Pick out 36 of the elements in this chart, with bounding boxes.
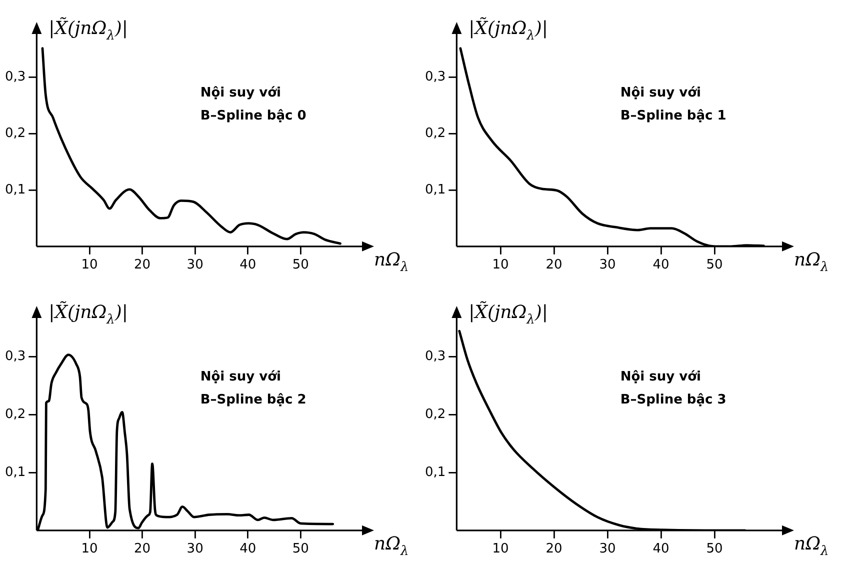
- x-tick-label: 30: [599, 258, 616, 273]
- y-tick-label: 0,1: [4, 182, 26, 198]
- x-tick-label: 10: [81, 258, 98, 273]
- y-tick-label: 0,1: [424, 464, 446, 480]
- x-tick-label: 30: [186, 542, 204, 557]
- x-tick-label: 30: [186, 258, 204, 273]
- x-tick-label: 50: [292, 258, 309, 273]
- x-tick-label: 20: [546, 258, 562, 273]
- y-tick-label: 0,2: [424, 406, 446, 422]
- x-tick-label: 40: [240, 258, 256, 273]
- annotation: Nội suy với B–Spline bậc 2: [200, 369, 306, 408]
- y-tick-label: 0,2: [4, 126, 26, 141]
- x-tick-label: 30: [599, 542, 616, 557]
- annotation: Nội suy với B–Spline bậc 0: [200, 85, 306, 124]
- x-tick-label: 10: [492, 258, 509, 273]
- y-tick-label: 0,3: [424, 348, 446, 364]
- x-tick-label: 10: [81, 542, 98, 557]
- y-tick-label: 0,1: [4, 464, 26, 480]
- y-tick-label: 0,1: [424, 182, 446, 198]
- y-tick-label: 0,3: [424, 70, 446, 85]
- y-tick-label: 0,3: [4, 70, 26, 85]
- x-tick-label: 20: [546, 542, 562, 557]
- x-tick-label: 40: [652, 258, 670, 273]
- y-tick-label: 0,2: [4, 406, 26, 422]
- x-tick-label: 20: [134, 258, 151, 273]
- y-tick-label: 0,3: [4, 348, 26, 364]
- x-tick-label: 10: [492, 542, 509, 557]
- annotation: Nội suy với B–Spline bậc 3: [620, 369, 726, 408]
- x-tick-label: 40: [652, 542, 670, 557]
- x-tick-label: 40: [240, 542, 256, 557]
- y-tick-label: 0,2: [424, 126, 446, 141]
- x-tick-label: 20: [134, 542, 151, 557]
- x-tick-label: 50: [706, 542, 723, 557]
- x-tick-label: 50: [706, 258, 723, 273]
- annotation: Nội suy với B–Spline bậc 1: [620, 85, 726, 124]
- x-tick-label: 50: [292, 542, 309, 557]
